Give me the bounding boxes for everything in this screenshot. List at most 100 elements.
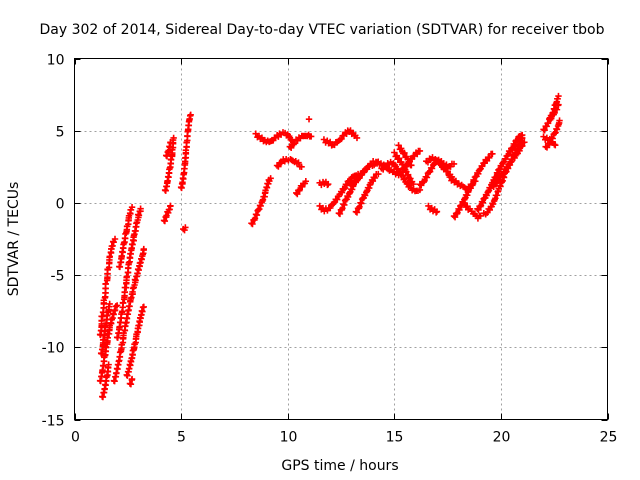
- data-point-fill: [119, 299, 127, 307]
- data-point-fill: [336, 210, 344, 218]
- chart-title: Day 302 of 2014, Sidereal Day-to-day VTE…: [39, 22, 604, 38]
- data-point-fill: [486, 206, 494, 214]
- data-point-fill: [112, 303, 119, 310]
- data-point: [421, 177, 428, 185]
- data-point: [298, 163, 305, 170]
- data-point: [416, 186, 424, 194]
- data-point: [356, 203, 363, 211]
- data-point-fill: [127, 380, 135, 388]
- data-point-fill: [277, 160, 285, 167]
- data-point-fill: [516, 147, 523, 154]
- data-point-fill: [492, 180, 500, 187]
- y-tick-label: -10: [42, 341, 65, 357]
- data-point-fill: [353, 209, 361, 216]
- grid-layer: [74, 58, 608, 420]
- data-point: [502, 155, 509, 163]
- data-point-fill: [503, 165, 510, 172]
- data-point: [111, 235, 119, 243]
- data-point: [128, 375, 136, 383]
- data-point-fill: [344, 193, 352, 201]
- data-point: [408, 162, 415, 169]
- data-point: [556, 117, 563, 124]
- data-point-fill: [102, 280, 109, 288]
- y-tick-label: -5: [51, 269, 65, 285]
- data-point-fill: [298, 183, 306, 191]
- data-point: [167, 139, 174, 146]
- data-point: [334, 196, 341, 203]
- data-point: [325, 180, 332, 188]
- data-point-fill: [418, 182, 425, 189]
- data-point: [128, 204, 136, 211]
- data-point-fill: [406, 158, 414, 165]
- data-point: [338, 135, 345, 143]
- data-point-fill: [511, 154, 518, 162]
- data-point-fill: [476, 166, 483, 173]
- data-point: [251, 215, 259, 222]
- data-point-fill: [294, 190, 301, 198]
- data-point: [552, 141, 559, 149]
- ticks-layer: 0 5 10 15 20 25 -15 -10 -5 0 5 10: [42, 53, 618, 446]
- data-point-fill: [496, 176, 503, 183]
- x-tick-label: 0: [71, 430, 80, 446]
- data-point: [433, 208, 441, 215]
- x-tick-label: 15: [386, 430, 404, 446]
- data-point-fill: [423, 174, 431, 181]
- data-point-fill: [468, 181, 476, 189]
- data-point-fill: [420, 178, 427, 186]
- data-point: [267, 175, 274, 182]
- data-point: [295, 159, 302, 166]
- data-point: [375, 170, 382, 178]
- data-point: [305, 115, 313, 123]
- data-point: [187, 111, 194, 119]
- data-point-fill: [489, 200, 497, 208]
- data-point: [105, 361, 112, 368]
- data-point: [410, 180, 417, 188]
- data-point-fill: [275, 163, 282, 170]
- data-point-fill: [360, 169, 368, 176]
- data-point-fill: [500, 159, 507, 166]
- data-point: [506, 161, 514, 169]
- data-points-layer: [96, 92, 563, 401]
- x-tick-label: 20: [493, 430, 511, 446]
- data-point: [140, 245, 147, 253]
- x-tick-label: 5: [177, 430, 186, 446]
- data-point-fill: [553, 106, 561, 113]
- data-point: [489, 150, 496, 158]
- plot-frame: [74, 58, 608, 420]
- data-point: [551, 109, 558, 117]
- data-point-fill: [451, 213, 459, 221]
- data-point: [302, 178, 310, 185]
- data-point-fill: [490, 183, 497, 191]
- data-point: [353, 134, 361, 142]
- data-point-fill: [397, 145, 405, 152]
- data-point-fill: [290, 141, 297, 148]
- data-point-fill: [548, 115, 555, 122]
- data-point-fill: [501, 169, 508, 176]
- data-point-fill: [167, 156, 175, 164]
- data-point: [540, 126, 547, 133]
- data-point-fill: [123, 273, 131, 280]
- y-axis-label: SDTVAR / TECUs: [6, 182, 22, 297]
- data-point: [140, 303, 147, 311]
- data-point: [547, 138, 554, 146]
- data-point: [106, 300, 113, 308]
- data-point: [479, 163, 486, 170]
- data-point: [425, 202, 432, 210]
- data-point: [371, 174, 379, 182]
- data-point-fill: [475, 206, 482, 214]
- data-point-fill: [483, 192, 490, 199]
- data-point-fill: [541, 127, 548, 134]
- data-point-fill: [102, 344, 110, 351]
- data-point: [316, 202, 323, 210]
- data-point-fill: [553, 126, 561, 133]
- data-point-fill: [352, 178, 359, 186]
- data-point-fill: [330, 199, 338, 207]
- y-tick-label: 5: [56, 125, 65, 141]
- data-point: [307, 133, 315, 140]
- x-axis-label: GPS time / hours: [281, 458, 398, 474]
- data-point: [252, 130, 259, 137]
- data-point-fill: [110, 239, 117, 246]
- data-point-fill: [327, 204, 334, 212]
